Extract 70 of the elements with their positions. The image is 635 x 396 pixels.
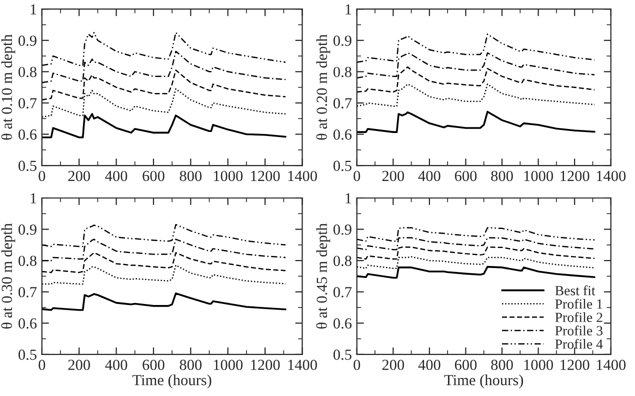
x-tick-label: 0 (38, 360, 46, 370)
y-axis-title: θ at 0.30 m depth (1, 223, 16, 329)
y-tick-label: 0.8 (333, 66, 352, 78)
y-tick-label: 0.5 (333, 160, 352, 172)
line-series (356, 110, 596, 133)
x-tick-label: 400 (105, 360, 128, 370)
x-tick-label: 800 (180, 360, 202, 370)
y-tick-label: 0.6 (18, 129, 37, 140)
y-tick-label: 0.8 (18, 256, 36, 266)
x-tick-label: 0 (354, 170, 360, 182)
x-tick-label: 1000 (524, 360, 553, 370)
x-tick-label: 600 (454, 360, 477, 370)
x-tick-label: 800 (180, 170, 202, 182)
x-tick-label: 600 (142, 170, 164, 182)
y-axis-title: θ at 0.45 m depth (316, 223, 330, 329)
y-tick-label: 0.5 (333, 350, 352, 360)
y-tick-label: 0.5 (18, 350, 36, 360)
y-tick-label: 0.7 (333, 98, 352, 108)
x-tick-label: 1000 (214, 360, 243, 370)
x-tick-label: 1000 (214, 170, 243, 182)
y-tick-label: 0.6 (333, 129, 352, 140)
x-tick-label: 1400 (596, 170, 626, 182)
y-tick-label: 0.6 (18, 318, 37, 329)
x-tick-label: 1200 (560, 360, 590, 370)
y-tick-label: 0.9 (18, 36, 36, 46)
y-tick-label: 0.9 (333, 224, 352, 235)
x-tick-label: 200 (382, 360, 404, 370)
y-tick-label: 1 (30, 193, 36, 204)
y-tick-label: 0.9 (18, 224, 36, 235)
x-axis-title: Time (hours) (444, 374, 524, 388)
x-tick-label: 800 (491, 360, 513, 370)
x-axis-title: Time (hours) (132, 374, 212, 388)
x-tick-label: 400 (105, 170, 128, 182)
y-tick-label: 0.9 (333, 36, 352, 46)
x-tick-label: 1000 (524, 170, 553, 182)
y-tick-label: 0.7 (18, 286, 37, 298)
y-tick-label: 1 (346, 4, 352, 14)
legend-label: Best fit (555, 285, 596, 296)
x-tick-label: 600 (454, 170, 477, 182)
legend-label: Profile 2 (555, 312, 602, 322)
x-tick-label: 400 (418, 170, 440, 182)
x-tick-label: 1400 (596, 360, 626, 370)
line-series (42, 292, 286, 311)
y-axis-title: θ at 0.20 m depth (316, 34, 330, 140)
x-tick-label: 1400 (288, 360, 317, 370)
x-tick-label: 1200 (560, 170, 590, 182)
y-tick-label: 0.5 (18, 160, 36, 172)
y-axis-title: θ at 0.10 m depth (1, 34, 16, 140)
y-tick-label: 1 (346, 193, 352, 204)
x-tick-label: 1200 (251, 360, 280, 370)
x-tick-label: 200 (382, 170, 404, 182)
y-tick-label: 0.7 (18, 98, 37, 108)
x-tick-label: 600 (142, 360, 164, 370)
y-tick-label: 0.7 (333, 286, 352, 298)
x-tick-label: 400 (418, 360, 440, 370)
x-tick-label: 1400 (288, 170, 317, 182)
legend-label: Profile 1 (555, 298, 602, 309)
y-tick-label: 0.6 (333, 318, 352, 329)
x-tick-label: 200 (68, 360, 90, 370)
x-tick-label: 1200 (251, 170, 280, 182)
x-tick-label: 200 (68, 170, 90, 182)
x-tick-label: 800 (491, 170, 513, 182)
x-tick-label: 0 (354, 360, 360, 370)
y-tick-label: 1 (30, 4, 36, 14)
legend-label: Profile 4 (555, 338, 603, 349)
y-tick-label: 0.8 (333, 256, 352, 266)
line-series (356, 34, 596, 63)
legend-label: Profile 3 (555, 326, 602, 336)
x-tick-label: 0 (38, 170, 46, 182)
y-tick-label: 0.8 (18, 66, 36, 78)
